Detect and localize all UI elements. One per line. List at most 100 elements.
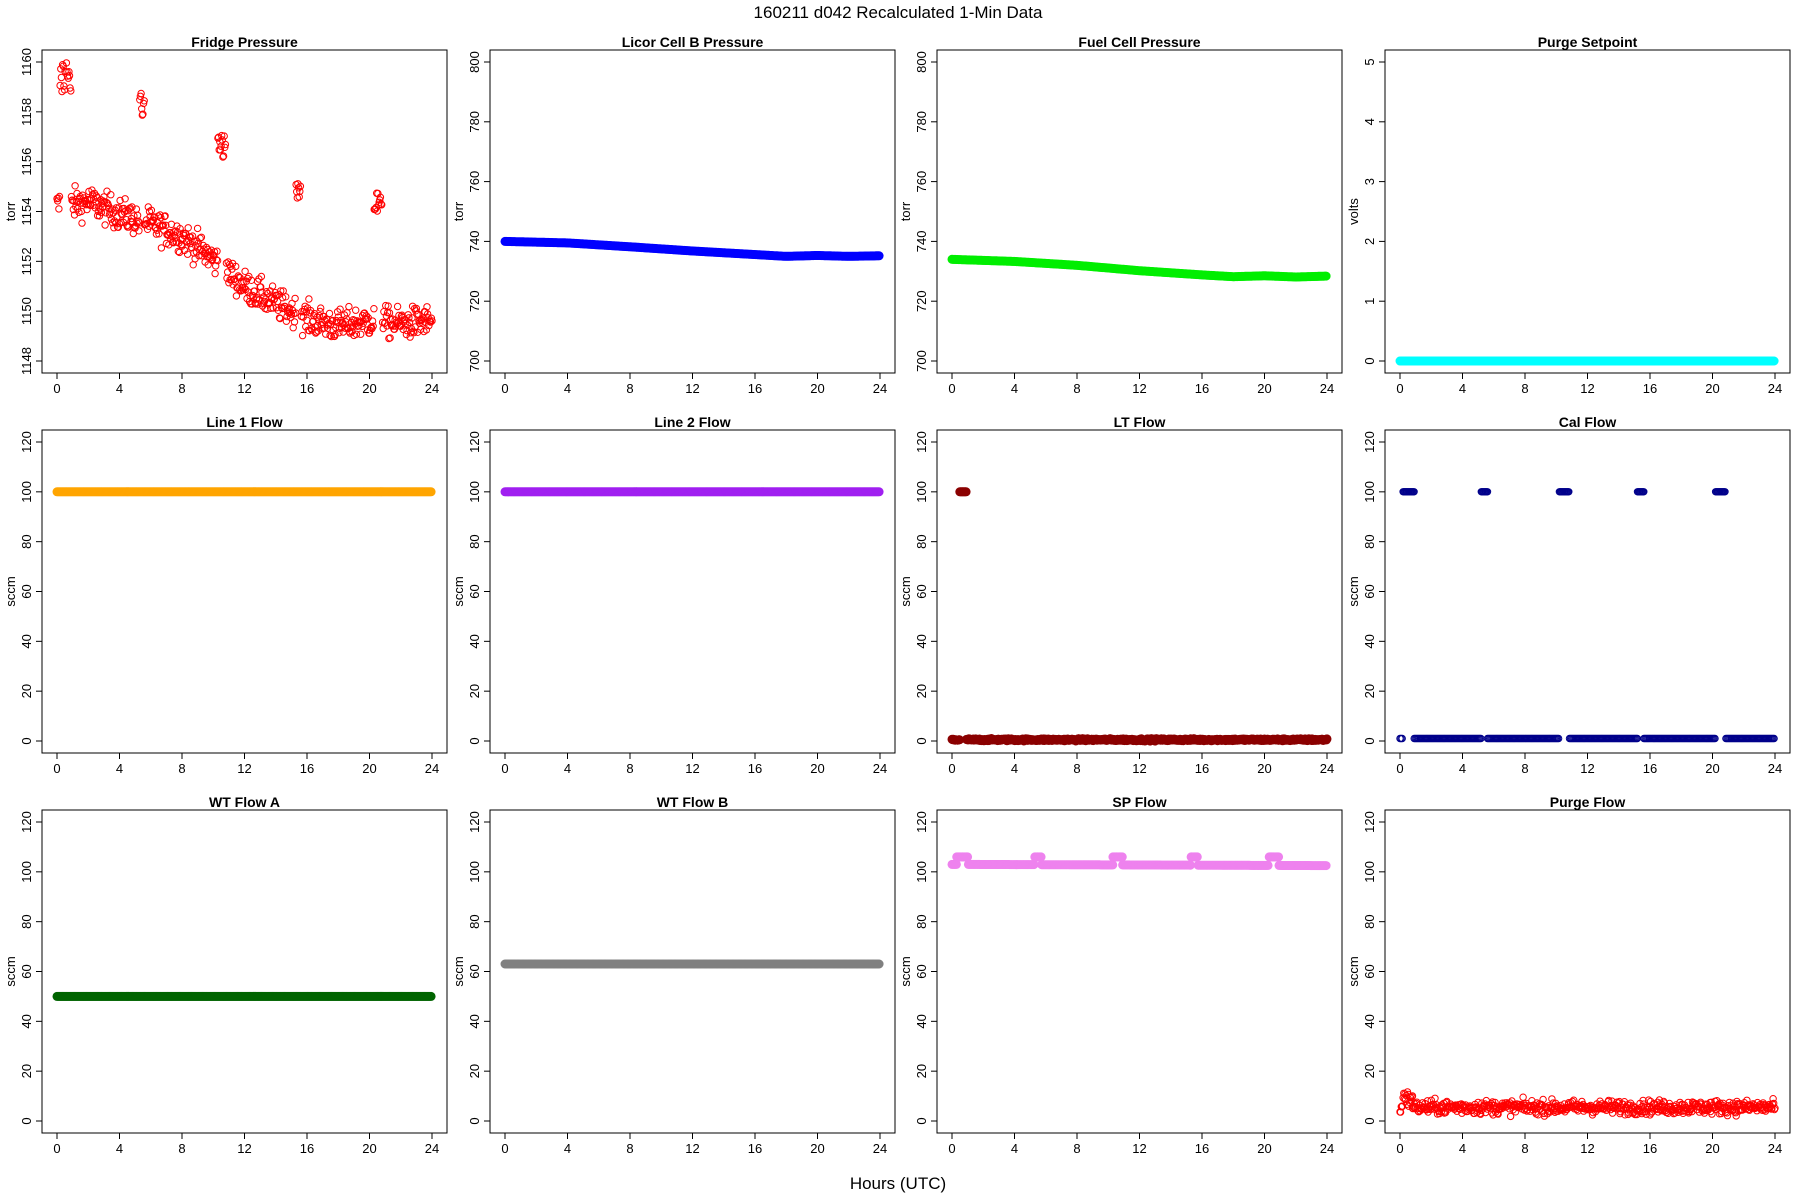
x-tick-label: 12 [1580,1141,1594,1156]
data-point [1321,271,1331,281]
y-axis-label: volts [1346,198,1361,225]
data-point [197,233,206,242]
y-tick-label: 1160 [19,48,34,76]
data-point [188,244,196,252]
data-point [1263,860,1273,870]
data-point [232,292,241,300]
x-tick-label: 16 [748,381,762,396]
data-point [315,312,324,320]
y-tick-label: 740 [467,231,482,253]
x-tick-label: 0 [948,761,955,776]
y-tick-label: 100 [914,481,929,503]
x-tick-label: 8 [1073,1141,1080,1156]
data-point [54,194,62,202]
data-point [362,312,371,320]
data-point [138,111,147,119]
x-tick-label: 20 [1257,1141,1271,1156]
data-point [426,487,436,497]
data-point [294,184,303,192]
data-point [135,227,143,235]
data-series [1396,1088,1779,1121]
y-tick-label: 40 [914,634,929,648]
data-point [93,193,101,202]
y-tick-label: 1150 [19,297,34,325]
data-point [78,219,86,227]
data-point [295,193,303,201]
data-point [406,333,414,341]
y-tick-label: 20 [19,1064,34,1078]
y-tick-label: 0 [19,737,34,744]
data-point [1321,861,1331,871]
data-point [268,282,277,290]
y-tick-label: 20 [467,1064,482,1078]
y-axis-label: sccm [1346,956,1361,986]
y-tick-label: 100 [467,861,482,883]
data-point [187,233,195,242]
panel-title: LT Flow [1114,414,1166,430]
data-point [961,487,971,497]
data-point [198,252,206,260]
data-point [258,288,266,296]
y-tick-label: 20 [914,1064,929,1078]
y-tick-label: 120 [1362,811,1377,833]
data-point [325,309,334,318]
data-point [282,293,290,301]
data-point [127,214,136,223]
data-point [101,221,109,229]
y-tick-label: 0 [1362,357,1377,364]
data-point [65,68,73,76]
data-point [418,319,427,327]
y-tick-label: 60 [914,964,929,978]
y-tick-label: 80 [19,534,34,548]
y-tick-label: 3 [1362,178,1377,185]
x-tick-label: 8 [178,381,185,396]
x-tick-label: 20 [1705,1141,1719,1156]
x-tick-label: 12 [237,381,251,396]
data-point [345,302,353,311]
data-point [172,227,180,235]
data-point [874,487,884,497]
plot-frame [1384,429,1791,754]
y-tick-label: 1156 [19,148,34,176]
data-point [157,244,166,252]
data-point [352,306,360,314]
data-point [140,97,148,105]
y-tick-label: 40 [467,1014,482,1028]
data-point [1192,852,1202,862]
y-tick-label: 120 [914,431,929,453]
y-tick-label: 100 [1362,481,1377,503]
data-point [263,289,272,298]
y-tick-label: 40 [467,634,482,648]
y-tick-label: 60 [19,964,34,978]
x-tick-label: 20 [810,761,824,776]
x-tick-label: 0 [53,381,60,396]
plot-frame [936,429,1343,754]
plot-frame [41,429,448,754]
data-point [1036,852,1046,862]
data-point [370,305,378,313]
x-tick-label: 24 [1320,1141,1334,1156]
y-axis-label: sccm [451,576,466,606]
y-tick-label: 20 [1362,1064,1377,1078]
data-point [232,262,240,271]
data-point [385,309,394,317]
data-point [55,192,64,201]
data-point [312,329,320,337]
y-tick-label: 1158 [19,98,34,126]
x-tick-label: 8 [626,761,633,776]
data-point [291,294,299,303]
y-axis-label: sccm [898,576,913,606]
data-point [276,314,284,323]
y-axis-label: torr [451,201,466,221]
data-point [134,217,143,225]
data-point [331,330,339,339]
data-point [296,182,305,191]
data-point [66,84,74,92]
x-tick-label: 24 [873,381,887,396]
y-tick-label: 780 [914,111,929,133]
data-point [221,143,229,152]
y-tick-label: 120 [19,811,34,833]
y-tick-label: 60 [19,584,34,598]
